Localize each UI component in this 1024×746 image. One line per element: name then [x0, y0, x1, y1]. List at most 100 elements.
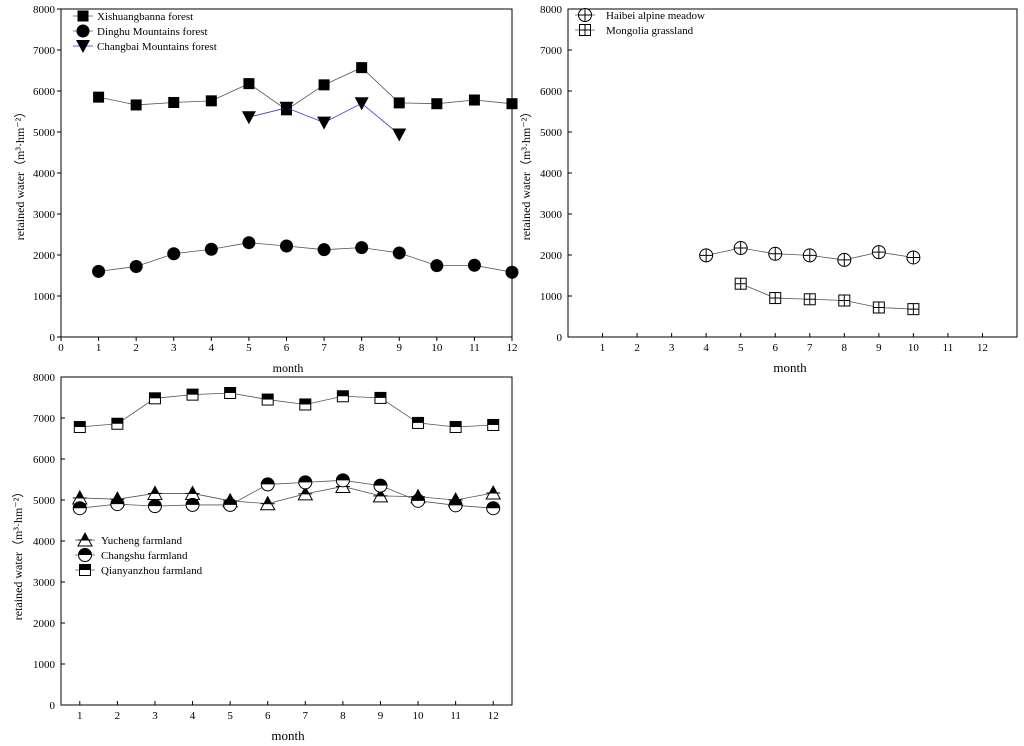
x-tick-label: 11: [469, 342, 480, 354]
x-tick-label: 9: [397, 342, 403, 354]
legend-label: Qianyanzhou farmland: [101, 565, 203, 577]
series-changshu-farmland: [72, 473, 501, 516]
x-tick-label: 7: [321, 342, 327, 354]
series-line: [79, 392, 494, 428]
legend-entry: Xishuangbanna forest: [73, 10, 193, 23]
x-tick-label: 5: [227, 710, 233, 722]
data-point: [147, 499, 162, 514]
x-tick-label: 10: [431, 342, 443, 354]
x-tick-label: 3: [171, 342, 177, 354]
y-tick-label: 4000: [540, 168, 563, 180]
x-tick-label: 3: [152, 710, 158, 722]
x-axis-title: month: [271, 728, 305, 743]
x-tick-label: 4: [703, 342, 709, 354]
data-point: [299, 398, 312, 411]
y-tick-label: 8000: [540, 4, 563, 16]
x-tick-label: 5: [738, 342, 744, 354]
x-tick-label: 4: [209, 342, 215, 354]
data-point: [279, 101, 294, 115]
data-point: [184, 485, 201, 500]
y-axis-title: retained water（m³·hm⁻²）: [519, 106, 533, 241]
data-point: [355, 241, 369, 255]
data-point: [129, 259, 143, 273]
data-point: [392, 128, 407, 142]
data-point: [734, 277, 747, 290]
legend-label: Changbai Mountains forest: [97, 41, 217, 53]
data-point: [242, 236, 256, 250]
data-point: [838, 294, 851, 307]
data-point: [186, 388, 199, 401]
data-point: [374, 391, 387, 404]
data-point: [372, 487, 389, 503]
y-tick-label: 2000: [33, 250, 56, 262]
legend-marker: [77, 10, 89, 22]
data-point: [412, 416, 425, 429]
x-tick-label: 2: [634, 342, 640, 354]
data-point: [733, 241, 748, 256]
data-point: [431, 98, 443, 110]
data-point: [92, 264, 106, 278]
y-tick-label: 3000: [540, 209, 563, 221]
y-tick-label: 7000: [540, 45, 563, 57]
data-point: [871, 245, 886, 260]
legend-marker: [578, 8, 592, 22]
x-tick-label: 3: [669, 342, 675, 354]
legend-label: Dinghu Mountains forest: [97, 26, 208, 38]
data-point: [111, 417, 124, 430]
legend-entry: Changshu farmland: [75, 548, 188, 562]
data-point: [205, 95, 217, 107]
y-tick-label: 3000: [33, 577, 56, 589]
series-line: [740, 283, 914, 310]
data-point: [73, 421, 86, 434]
series-line: [79, 479, 494, 509]
x-axis-title: month: [273, 361, 304, 375]
y-tick-label: 6000: [33, 86, 56, 98]
data-point: [168, 96, 180, 108]
data-point: [392, 246, 406, 260]
data-point: [449, 421, 462, 434]
data-point: [223, 497, 238, 512]
series-changbai-mountains-forest: [241, 97, 407, 142]
x-tick-label: 6: [265, 710, 271, 722]
y-axis-title: retained water（m³·hm⁻²）: [13, 106, 27, 241]
data-point: [872, 301, 885, 314]
x-tick-label: 4: [190, 710, 196, 722]
legend-entry: Mongolia grassland: [575, 24, 694, 37]
y-tick-label: 4000: [33, 168, 56, 180]
data-point: [167, 247, 181, 261]
series-qianyanzhou-farmland: [73, 386, 500, 434]
x-tick-label: 10: [908, 342, 920, 354]
legend-label: Haibei alpine meadow: [606, 10, 705, 22]
data-point: [185, 497, 200, 512]
x-tick-label: 1: [96, 342, 102, 354]
data-point: [487, 418, 500, 431]
data-point: [486, 501, 501, 516]
data-point: [204, 242, 218, 256]
y-tick-label: 5000: [33, 127, 56, 139]
series-dinghu-mountains-forest: [92, 236, 519, 279]
legend-label: Mongolia grassland: [606, 25, 694, 37]
data-point: [241, 111, 256, 125]
y-tick-label: 1000: [33, 291, 56, 303]
data-point: [259, 495, 276, 511]
data-point: [243, 78, 255, 90]
y-tick-label: 1000: [540, 291, 563, 303]
data-point: [769, 292, 782, 305]
y-tick-label: 7000: [33, 45, 56, 57]
data-point: [430, 259, 444, 273]
data-point: [506, 98, 518, 110]
data-point: [280, 239, 293, 253]
data-point: [803, 293, 816, 306]
legend-marker: [76, 24, 90, 38]
y-tick-label: 3000: [33, 209, 56, 221]
data-point: [356, 62, 368, 74]
data-point: [906, 250, 921, 265]
legend-entry: Qianyanzhou farmland: [75, 564, 203, 577]
x-tick-label: 1: [600, 342, 606, 354]
x-tick-label: 8: [359, 342, 365, 354]
y-tick-label: 5000: [540, 127, 563, 139]
x-tick-label: 8: [340, 710, 346, 722]
legend-entry: Dinghu Mountains forest: [73, 24, 208, 38]
